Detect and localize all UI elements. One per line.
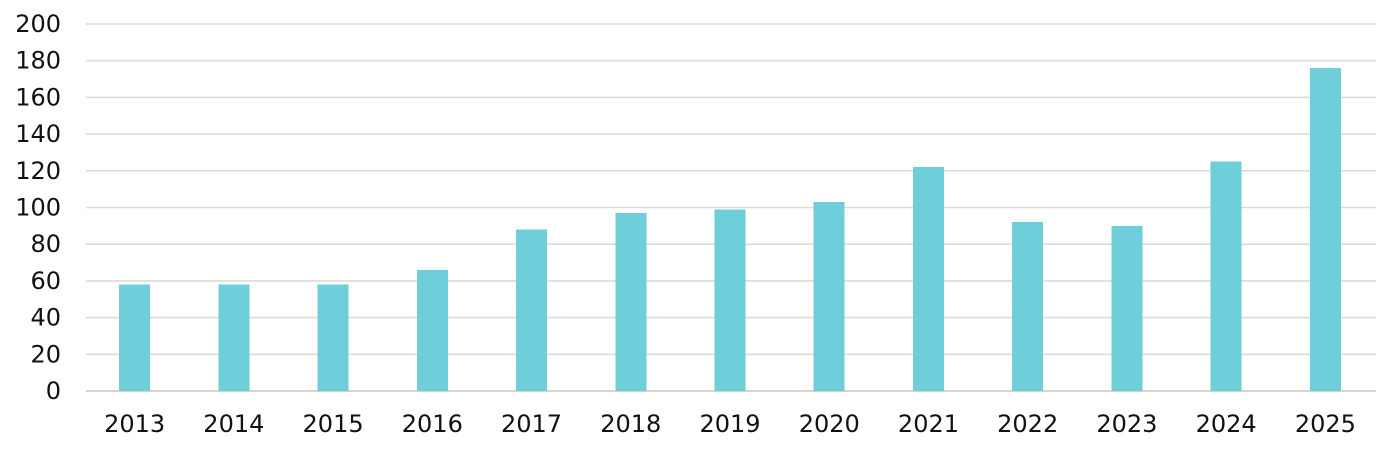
bar-2019 [714,209,746,391]
x-axis-ticks: 2013 2014 2015 2016 2017 2018 2019 2020 2021 2022… [104,410,1356,438]
bar-2021 [912,167,944,391]
bar-2018 [615,213,647,391]
y-tick-label: 140 [15,120,61,148]
bar-2022 [1012,222,1044,391]
bar-2024 [1210,161,1242,391]
y-tick-label: 120 [15,157,61,185]
x-tick-label-2024: 2024 [1196,410,1257,438]
bar-2025 [1309,68,1341,391]
x-tick-label-2025: 2025 [1295,410,1356,438]
y-tick-label: 160 [15,83,61,111]
bar-2013 [119,284,151,391]
y-tick-label: 200 [15,10,61,38]
bar-2023 [1111,225,1143,391]
y-tick-label: 0 [46,377,61,405]
x-tick-label-2021: 2021 [898,410,959,438]
bar-2014 [218,284,250,391]
x-tick-label-2016: 2016 [402,410,463,438]
bar-2015 [317,284,349,391]
bar-2020 [813,201,845,391]
x-tick-label-2019: 2019 [699,410,760,438]
y-tick-label: 80 [30,230,61,258]
y-tick-label: 40 [30,304,61,332]
x-tick-label-2017: 2017 [501,410,562,438]
y-tick-label: 60 [30,267,61,295]
x-tick-label-2020: 2020 [799,410,860,438]
y-tick-label: 20 [30,340,61,368]
x-tick-label-2023: 2023 [1096,410,1157,438]
y-tick-label: 100 [15,194,61,222]
x-tick-label-2014: 2014 [203,410,264,438]
bar-2016 [416,269,448,391]
x-tick-label-2015: 2015 [303,410,364,438]
bars [119,68,1341,391]
bar-2017 [516,229,548,391]
x-tick-label-2018: 2018 [600,410,661,438]
x-tick-label-2022: 2022 [997,410,1058,438]
x-tick-label-2013: 2013 [104,410,165,438]
y-tick-label: 180 [15,47,61,75]
y-axis-ticks: 0 20 40 60 80 100 120 140 160 180 200 [15,10,61,405]
